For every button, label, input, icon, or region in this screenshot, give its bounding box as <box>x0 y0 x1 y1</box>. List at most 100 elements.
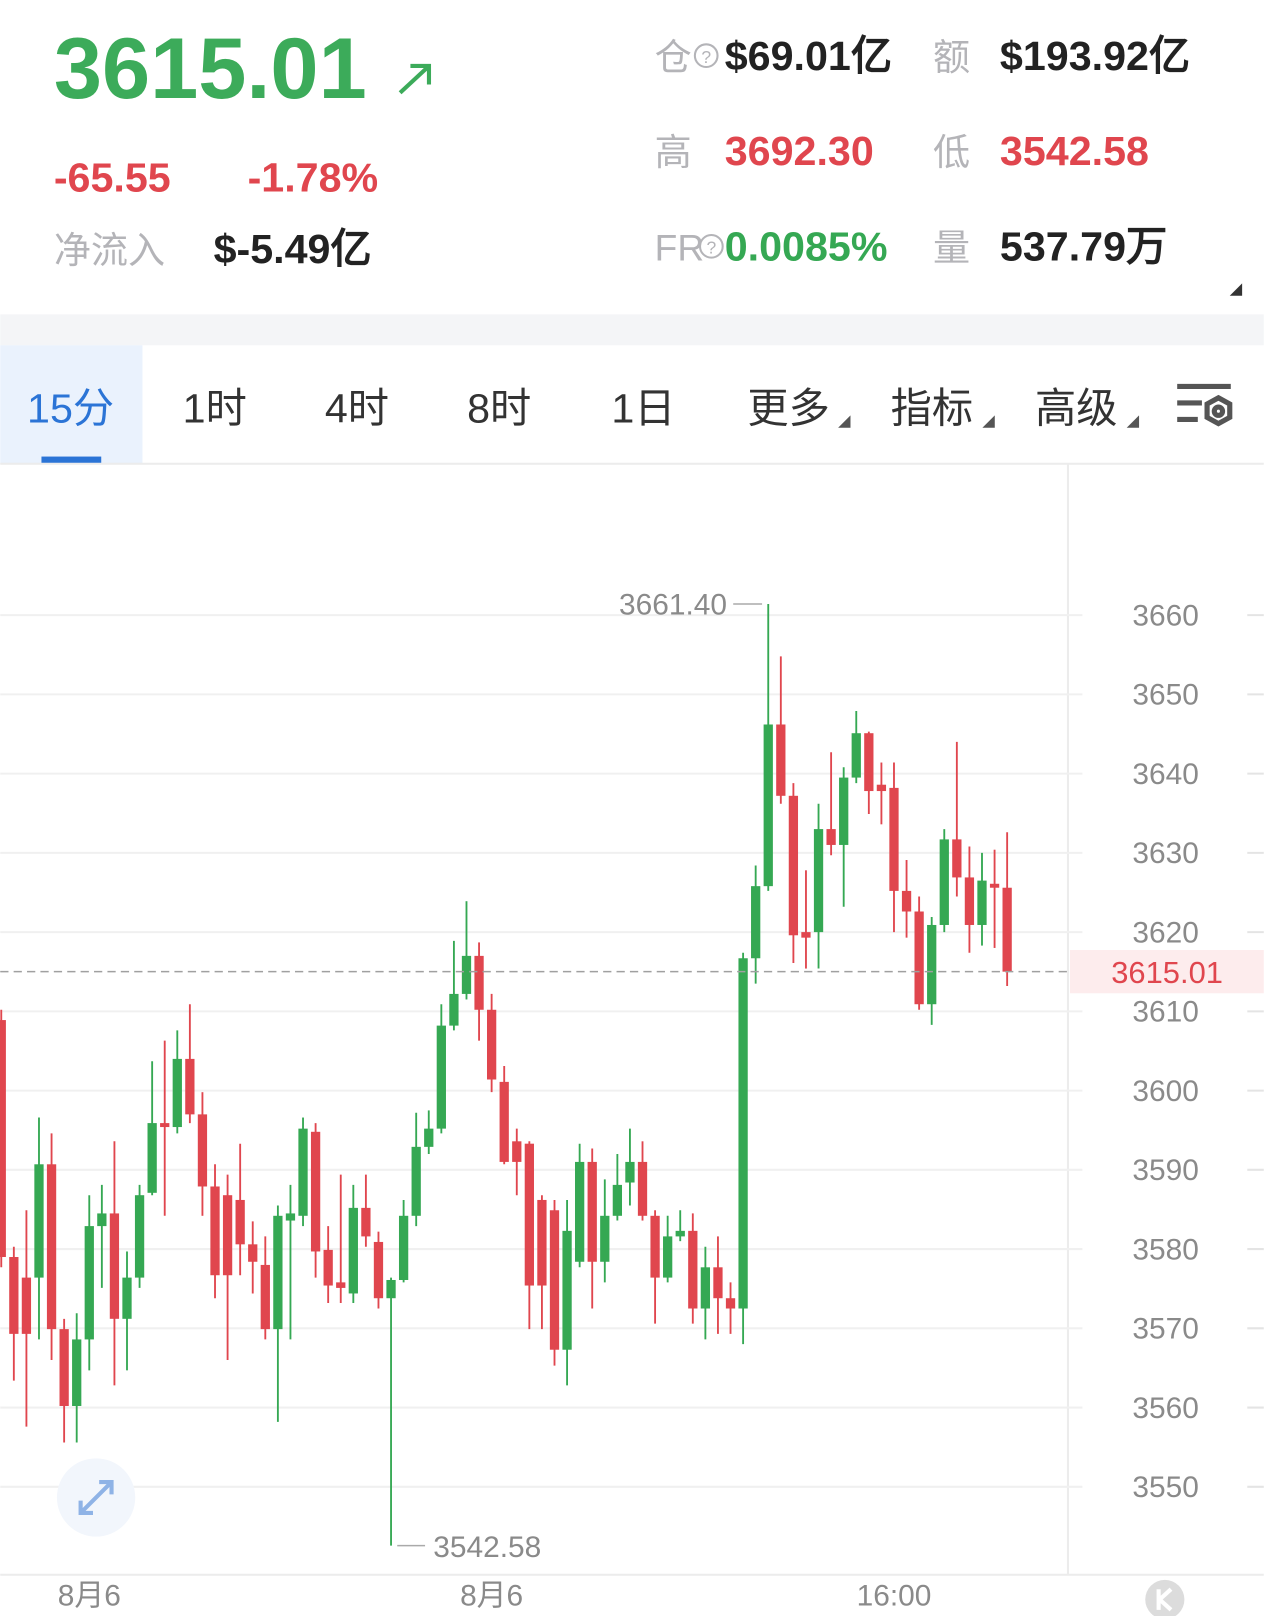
tab[interactable]: 8时 <box>467 386 531 432</box>
candle-body <box>386 1279 396 1299</box>
candle-body <box>688 1230 698 1309</box>
candle-body <box>0 1020 6 1258</box>
help-icon[interactable] <box>698 233 724 259</box>
candle-body <box>449 993 459 1026</box>
expand-corner[interactable] <box>1229 283 1243 296</box>
candle-body <box>763 724 773 887</box>
candle-body <box>864 733 874 792</box>
last-price-label: 3615.01 <box>1111 955 1223 990</box>
candle-body <box>260 1264 270 1330</box>
tab[interactable]: 4时 <box>325 386 389 432</box>
candle-body <box>336 1282 346 1288</box>
stat-value: 537.79万 <box>1000 224 1167 270</box>
candle-body <box>813 829 824 933</box>
candle-body <box>839 777 849 845</box>
x-tick-label: 8月6 <box>58 1580 121 1613</box>
candle-body <box>600 1215 610 1262</box>
candle-body <box>172 1058 182 1128</box>
candle-body <box>738 958 748 1309</box>
stat-label: 低 <box>933 131 970 173</box>
y-tick-label: 3640 <box>1132 758 1198 791</box>
y-tick-label: 3550 <box>1132 1471 1198 1504</box>
candle-body <box>21 1277 32 1334</box>
candle-body <box>361 1207 371 1237</box>
candle-body <box>72 1339 82 1406</box>
y-tick-label: 3600 <box>1132 1075 1198 1108</box>
candle-body <box>160 1123 170 1128</box>
candle-body <box>851 733 861 778</box>
candle-body <box>9 1257 19 1334</box>
candle-body <box>285 1213 296 1221</box>
divider <box>0 314 1264 346</box>
tab-bar: 15分 1时 4时 8时 1日 更多 指标 高级 <box>27 386 1117 432</box>
y-tick-label: 3650 <box>1132 679 1198 712</box>
stat-value: 3542.58 <box>1000 128 1149 174</box>
candle-body <box>700 1267 711 1309</box>
candle-body <box>59 1329 69 1406</box>
net-inflow-label: 净流入 <box>54 229 165 271</box>
y-tick-label: 3570 <box>1132 1313 1198 1346</box>
candle-body <box>562 1230 572 1350</box>
net-inflow: $-5.49亿 <box>214 226 372 272</box>
candle-body <box>323 1249 333 1286</box>
candle-body <box>298 1128 308 1216</box>
tab[interactable]: 1日 <box>611 386 675 432</box>
tab[interactable]: 更多 <box>747 386 829 432</box>
y-tick-label: 3660 <box>1132 599 1198 632</box>
up-arrow <box>398 63 432 95</box>
tab[interactable]: 高级 <box>1035 386 1117 432</box>
candle-body <box>84 1226 94 1340</box>
candle-body <box>109 1213 120 1319</box>
candle-body <box>512 1141 522 1162</box>
x-tick-label: 16:00 <box>857 1580 932 1613</box>
candle-body <box>398 1215 409 1280</box>
help-icon[interactable] <box>693 43 719 69</box>
candle-body <box>1002 887 1012 972</box>
candle-body <box>197 1114 208 1187</box>
tab[interactable]: 1时 <box>183 386 247 432</box>
candle-body <box>499 1081 509 1162</box>
candle-body <box>725 1298 736 1309</box>
candle-body <box>210 1186 220 1276</box>
candle-body <box>826 829 836 845</box>
candle-body <box>637 1161 648 1216</box>
k-icon <box>1156 1587 1173 1612</box>
candle-body <box>977 880 987 925</box>
candle-body <box>776 724 786 796</box>
candle-body <box>97 1213 107 1227</box>
candle-body <box>927 924 937 1005</box>
tab-underline <box>41 456 102 464</box>
high-label: 3661.40 <box>619 588 727 621</box>
candle-body <box>587 1161 597 1262</box>
candle-body <box>222 1195 233 1276</box>
candle-body <box>373 1241 384 1299</box>
candle-body <box>989 883 1000 888</box>
y-tick-label: 3630 <box>1132 837 1198 870</box>
candle-body <box>801 932 811 938</box>
candle-body <box>575 1161 585 1262</box>
plot: 3550 3560 3570 3580 3590 3600 3610 3620 3630 3640… <box>0 588 1264 1613</box>
settings-lines <box>1177 383 1231 423</box>
candle-body <box>134 1195 145 1278</box>
candle-body <box>424 1128 434 1147</box>
candle-body <box>625 1161 635 1183</box>
candle-body <box>411 1146 421 1216</box>
k-button[interactable] <box>1145 1579 1185 1616</box>
candle-body <box>537 1199 547 1286</box>
low-label: 3542.58 <box>433 1531 541 1564</box>
settings-gear-hole <box>1211 404 1226 418</box>
y-tick-label: 3620 <box>1132 916 1198 949</box>
settings-icon[interactable] <box>1177 383 1233 427</box>
candle-body <box>185 1058 195 1115</box>
candle-body <box>675 1230 685 1237</box>
stat-label: 高 <box>655 131 692 173</box>
candle-body <box>147 1123 157 1193</box>
tab[interactable]: 15分 <box>27 386 114 432</box>
candle-body <box>235 1199 245 1245</box>
stat-value: $193.92亿 <box>1000 33 1190 79</box>
candle-body <box>612 1184 623 1216</box>
tab[interactable]: 指标 <box>891 386 973 432</box>
stat-value: $69.01亿 <box>725 33 892 79</box>
